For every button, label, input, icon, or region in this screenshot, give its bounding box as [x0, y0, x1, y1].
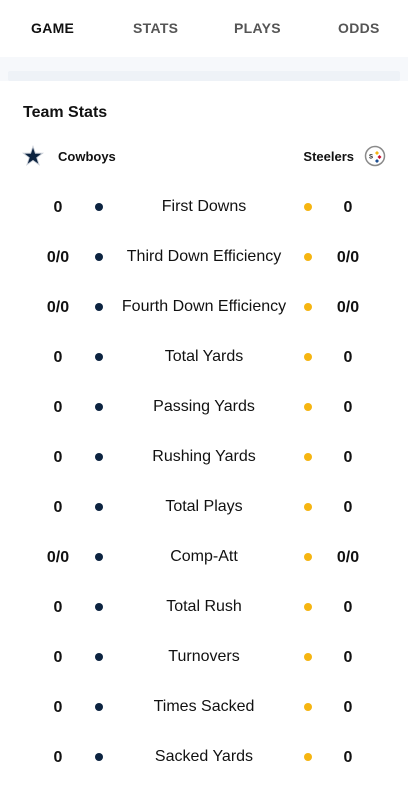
- stat-label: Turnovers: [168, 648, 240, 665]
- stat-row: 0 Sacked Yards 0: [0, 733, 408, 783]
- stat-label: Times Sacked: [153, 698, 255, 715]
- home-dot-icon: [95, 353, 103, 361]
- stat-home-value: 0: [53, 349, 63, 366]
- stat-home-value: 0: [53, 699, 63, 716]
- away-dot-icon: [304, 703, 312, 711]
- stat-home-value: 0: [53, 499, 63, 516]
- stat-label: First Downs: [161, 198, 247, 215]
- away-dot-icon: [304, 553, 312, 561]
- stat-home-value: 0: [53, 749, 63, 766]
- home-dot-icon: [95, 453, 103, 461]
- away-dot-icon: [304, 753, 312, 761]
- stat-away-value: 0: [343, 349, 353, 366]
- team-away-name: Steelers: [303, 148, 354, 164]
- stat-label: Sacked Yards: [154, 748, 254, 765]
- team-away: Steelers S: [303, 145, 386, 167]
- away-dot-icon: [304, 603, 312, 611]
- stat-home-value: 0: [53, 449, 63, 466]
- stat-row: 0 Total Yards 0: [0, 333, 408, 383]
- away-dot-icon: [304, 653, 312, 661]
- stat-away-value: 0: [343, 749, 353, 766]
- home-dot-icon: [95, 653, 103, 661]
- away-dot-icon: [304, 403, 312, 411]
- stat-row: 0 First Downs 0: [0, 183, 408, 233]
- stat-home-value: 0: [53, 649, 63, 666]
- stat-label: Comp-Att: [170, 548, 238, 565]
- stat-home-value: 0: [53, 399, 63, 416]
- stat-label: Fourth Down Efficiency: [121, 298, 287, 315]
- stat-away-value: 0/0: [336, 299, 360, 316]
- stat-label: Total Yards: [164, 348, 244, 365]
- steelers-logo-icon: S: [364, 145, 386, 167]
- stat-row: 0/0 Fourth Down Efficiency 0/0: [0, 283, 408, 333]
- home-dot-icon: [95, 703, 103, 711]
- away-dot-icon: [304, 203, 312, 211]
- svg-text:S: S: [369, 155, 373, 161]
- stat-row: 0 Passing Yards 0: [0, 383, 408, 433]
- stat-row: 0 Times Sacked 0: [0, 683, 408, 733]
- away-dot-icon: [304, 353, 312, 361]
- stat-row: 0 Total Plays 0: [0, 483, 408, 533]
- stat-away-value: 0: [343, 699, 353, 716]
- home-dot-icon: [95, 553, 103, 561]
- stat-label: Rushing Yards: [152, 448, 256, 465]
- tab-plays[interactable]: PLAYS: [234, 20, 281, 36]
- stat-away-value: 0: [343, 599, 353, 616]
- tab-game[interactable]: GAME: [31, 20, 75, 36]
- home-dot-icon: [95, 603, 103, 611]
- team-home: Cowboys: [22, 145, 116, 167]
- away-dot-icon: [304, 253, 312, 261]
- stat-home-value: 0/0: [46, 549, 70, 566]
- stat-row: 0/0 Third Down Efficiency 0/0: [0, 233, 408, 283]
- stat-away-value: 0: [343, 449, 353, 466]
- top-tab-bar: GAME STATS PLAYS ODDS: [0, 0, 408, 58]
- stat-label: Passing Yards: [153, 398, 255, 415]
- home-dot-icon: [95, 303, 103, 311]
- stat-away-value: 0/0: [336, 249, 360, 266]
- cowboys-star-icon: [22, 145, 44, 166]
- stat-label: Total Plays: [165, 498, 243, 515]
- home-dot-icon: [95, 203, 103, 211]
- stat-home-value: 0/0: [46, 299, 70, 316]
- tab-odds[interactable]: ODDS: [338, 20, 380, 36]
- stat-away-value: 0: [343, 499, 353, 516]
- team-home-name: Cowboys: [58, 148, 116, 164]
- section-divider: [0, 57, 408, 81]
- stat-home-value: 0: [53, 199, 63, 216]
- home-dot-icon: [95, 403, 103, 411]
- stat-row: 0 Turnovers 0: [0, 633, 408, 683]
- away-dot-icon: [304, 453, 312, 461]
- stat-row: 0 Total Rush 0: [0, 583, 408, 633]
- stat-label: Total Rush: [166, 598, 242, 615]
- section-title: Team Stats: [23, 104, 108, 121]
- stat-label: Third Down Efficiency: [126, 248, 282, 265]
- stat-away-value: 0: [343, 399, 353, 416]
- home-dot-icon: [95, 253, 103, 261]
- stat-away-value: 0: [343, 199, 353, 216]
- away-dot-icon: [304, 303, 312, 311]
- away-dot-icon: [304, 503, 312, 511]
- stat-row: 0 Rushing Yards 0: [0, 433, 408, 483]
- tab-stats[interactable]: STATS: [133, 20, 179, 36]
- stat-home-value: 0: [53, 599, 63, 616]
- stat-away-value: 0: [343, 649, 353, 666]
- divider-bar: [8, 71, 400, 81]
- home-dot-icon: [95, 753, 103, 761]
- home-dot-icon: [95, 503, 103, 511]
- stat-away-value: 0/0: [336, 549, 360, 566]
- stat-row: 0/0 Comp-Att 0/0: [0, 533, 408, 583]
- stat-home-value: 0/0: [46, 249, 70, 266]
